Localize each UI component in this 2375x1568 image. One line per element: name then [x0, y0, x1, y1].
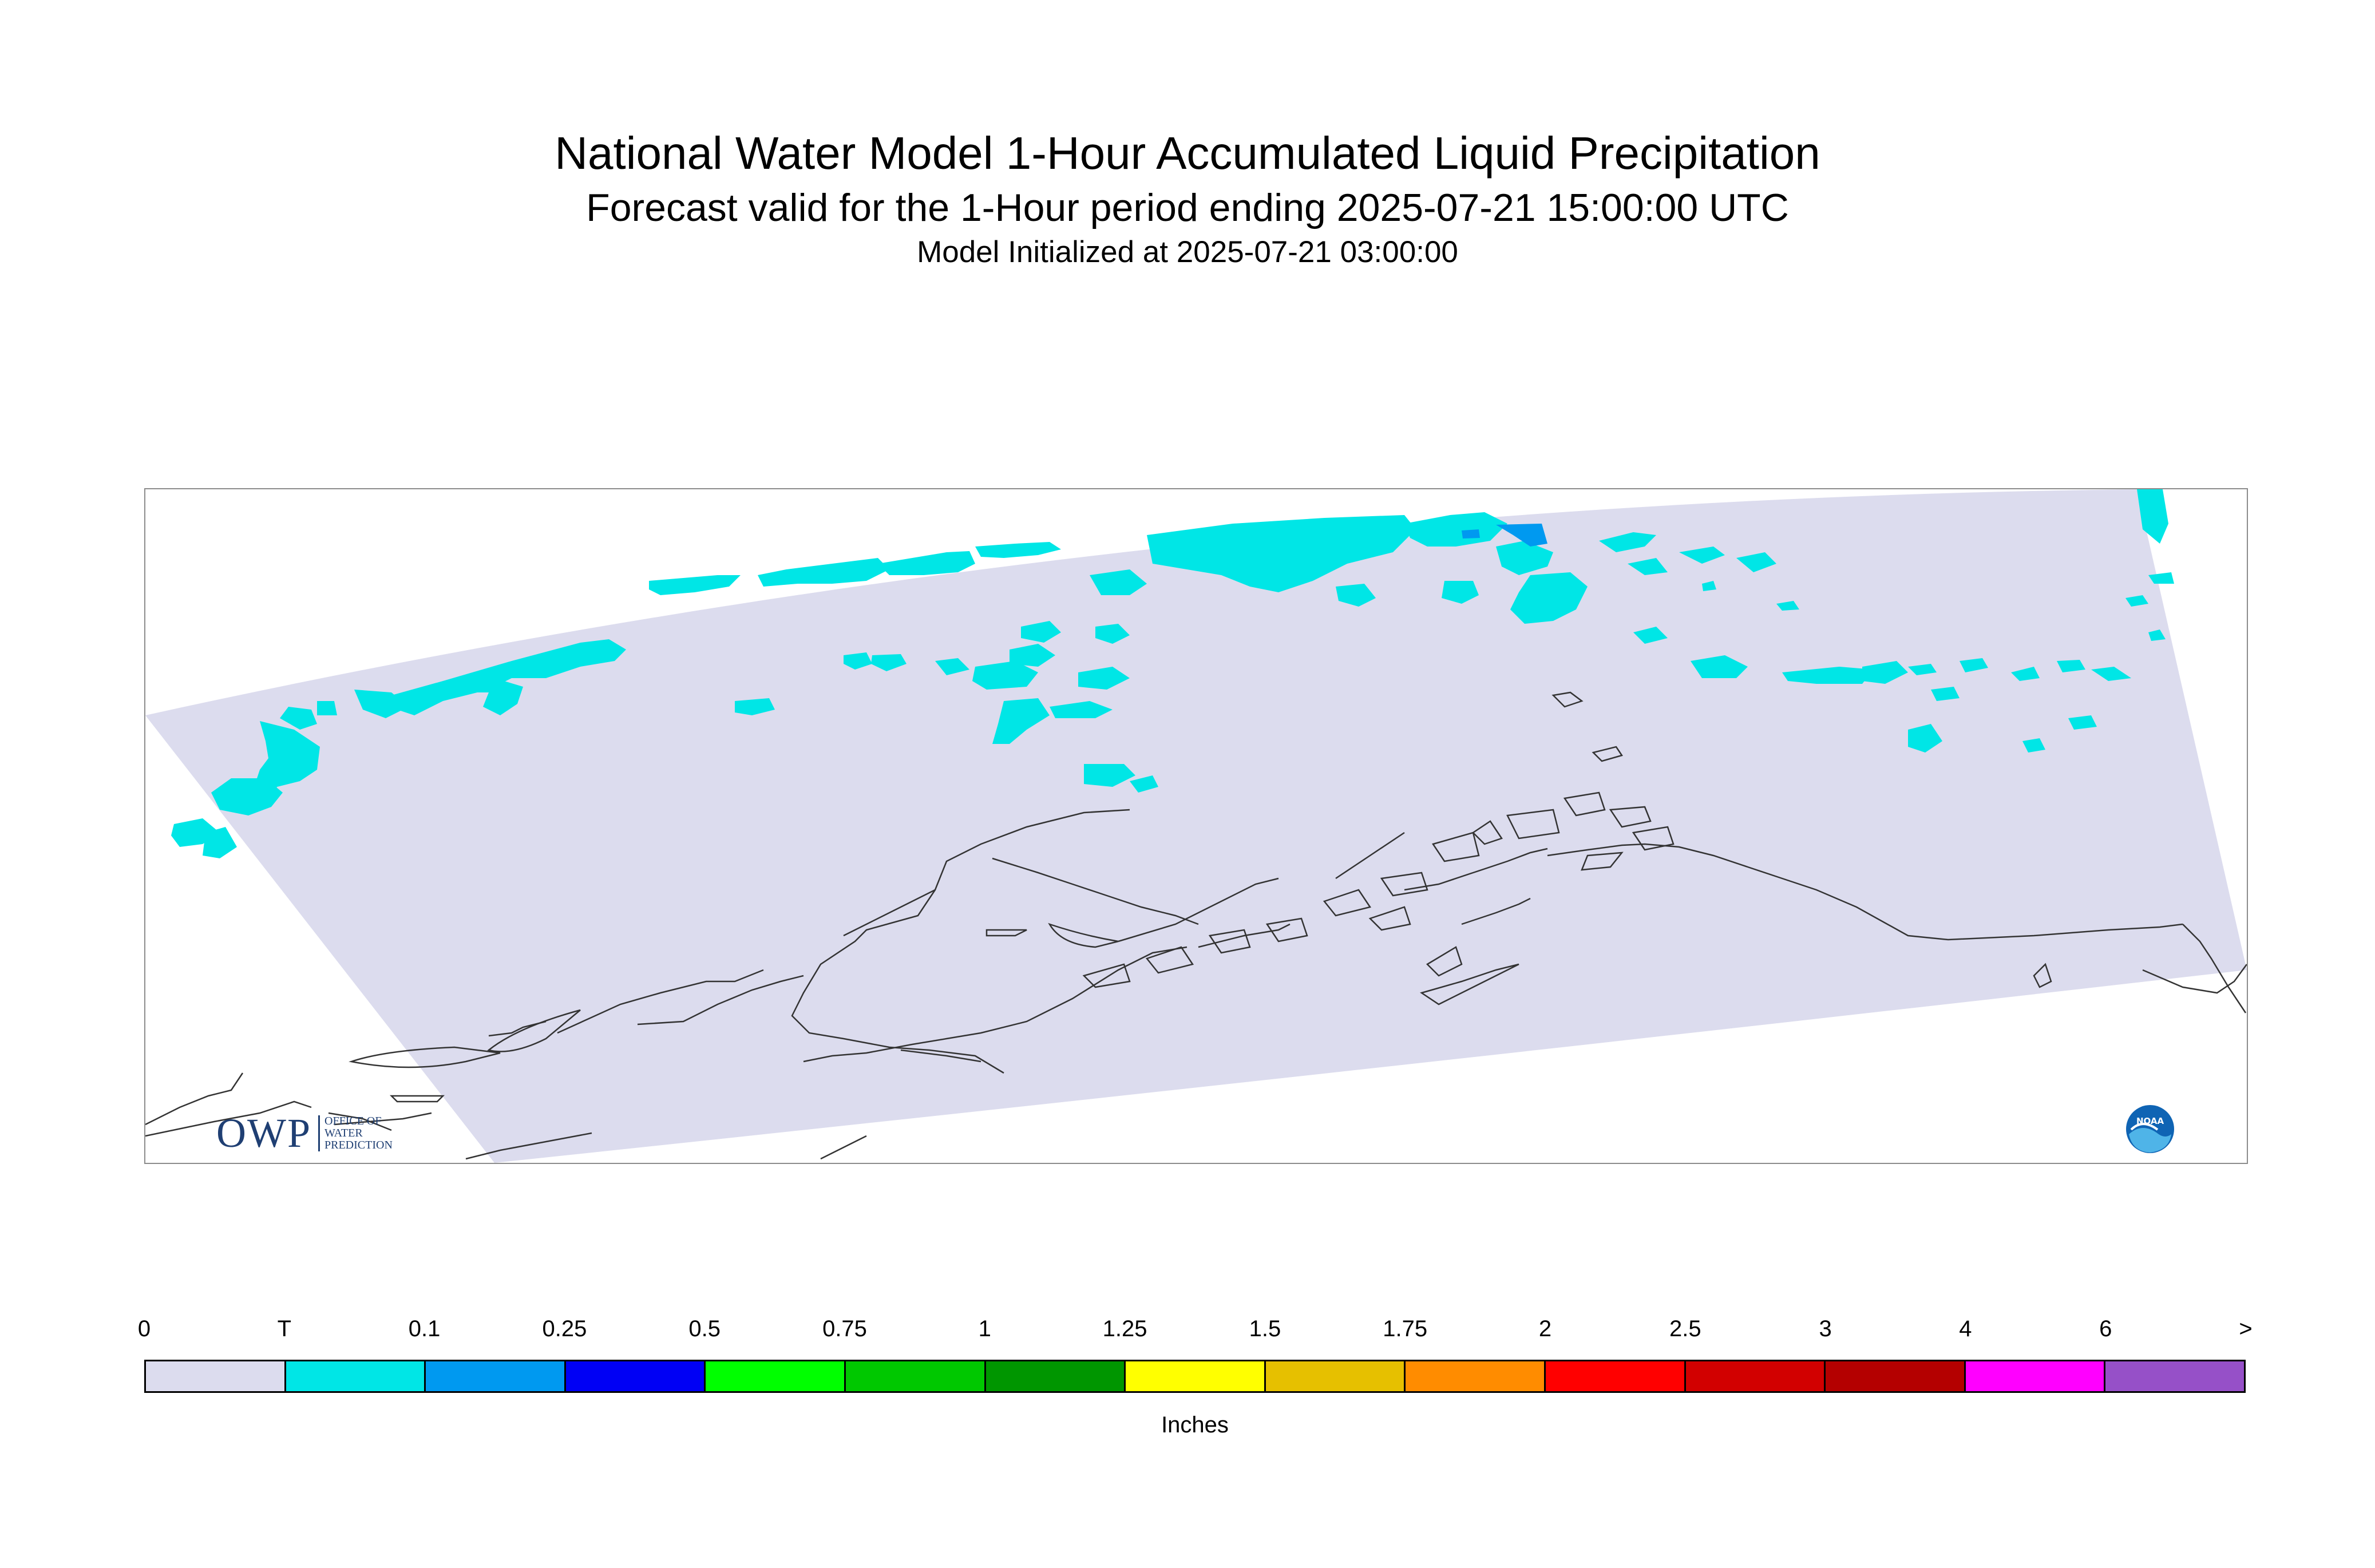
legend-tick-label: T — [277, 1316, 292, 1341]
map-title: National Water Model 1-Hour Accumulated … — [555, 128, 1820, 179]
legend-tick-label: 3 — [1819, 1316, 1832, 1341]
legend-tick-label: 0.1 — [408, 1316, 441, 1341]
precip-light-area — [1496, 524, 1547, 547]
owp-logo-line: OFFICE OF — [324, 1114, 382, 1127]
legend-tick-label: 0.25 — [542, 1316, 587, 1341]
color-legend: 0 T 0.1 0.25 0.5 0.75 1 1.25 1.5 1.75 2 2.5 3 4 6 > Inc… — [138, 1316, 2253, 1454]
legend-tick-label: 0.75 — [822, 1316, 867, 1341]
legend-tick-label: 0 — [137, 1316, 151, 1341]
owp-logo-line: PREDICTION — [324, 1138, 393, 1151]
precipitation-map — [144, 488, 2248, 1164]
legend-swatch — [146, 1361, 286, 1391]
legend-tick-label: 1.75 — [1383, 1316, 1428, 1341]
legend-units: Inches — [1161, 1412, 1229, 1438]
legend-swatch — [286, 1361, 426, 1391]
legend-swatch — [1126, 1361, 1266, 1391]
legend-tick-label: 4 — [1959, 1316, 1972, 1341]
legend-swatch — [1826, 1361, 1966, 1391]
owp-logo-text: OFFICE OF WATER PREDICTION — [318, 1115, 393, 1151]
legend-tick-label: > — [2239, 1316, 2253, 1341]
legend-swatch — [706, 1361, 846, 1391]
legend-swatch — [1685, 1361, 1826, 1391]
legend-swatch — [426, 1361, 566, 1391]
model-init-line: Model Initialized at 2025-07-21 03:00:00 — [917, 235, 1458, 269]
legend-swatch — [1265, 1361, 1406, 1391]
svg-text:NOAA: NOAA — [2136, 1116, 2164, 1126]
legend-swatch — [2105, 1361, 2244, 1391]
legend-swatch — [1965, 1361, 2106, 1391]
legend-tick-label: 1.5 — [1249, 1316, 1281, 1341]
legend-swatch — [845, 1361, 986, 1391]
legend-tick-label: 2 — [1538, 1316, 1552, 1341]
legend-tick-label: 6 — [2099, 1316, 2112, 1341]
legend-tick-label: 0.5 — [688, 1316, 721, 1341]
map-subtitle: Forecast valid for the 1-Hour period end… — [586, 186, 1789, 229]
owp-logo-line: WATER — [324, 1126, 363, 1139]
legend-swatch — [565, 1361, 706, 1391]
legend-tick-label: 1 — [978, 1316, 991, 1341]
legend-swatch — [1545, 1361, 1686, 1391]
precip-trace-areas — [171, 489, 2174, 858]
legend-color-bar — [144, 1360, 2246, 1393]
legend-swatch — [985, 1361, 1126, 1391]
legend-tick-label: 1.25 — [1102, 1316, 1147, 1341]
model-domain — [145, 489, 2247, 1163]
legend-tick-label: 2.5 — [1669, 1316, 1701, 1341]
owp-logo-letters: OWP — [216, 1110, 311, 1156]
legend-swatch — [1406, 1361, 1546, 1391]
noaa-logo-icon: NOAA — [2126, 1105, 2174, 1153]
owp-logo: OWP OFFICE OF WATER PREDICTION — [216, 1110, 393, 1156]
